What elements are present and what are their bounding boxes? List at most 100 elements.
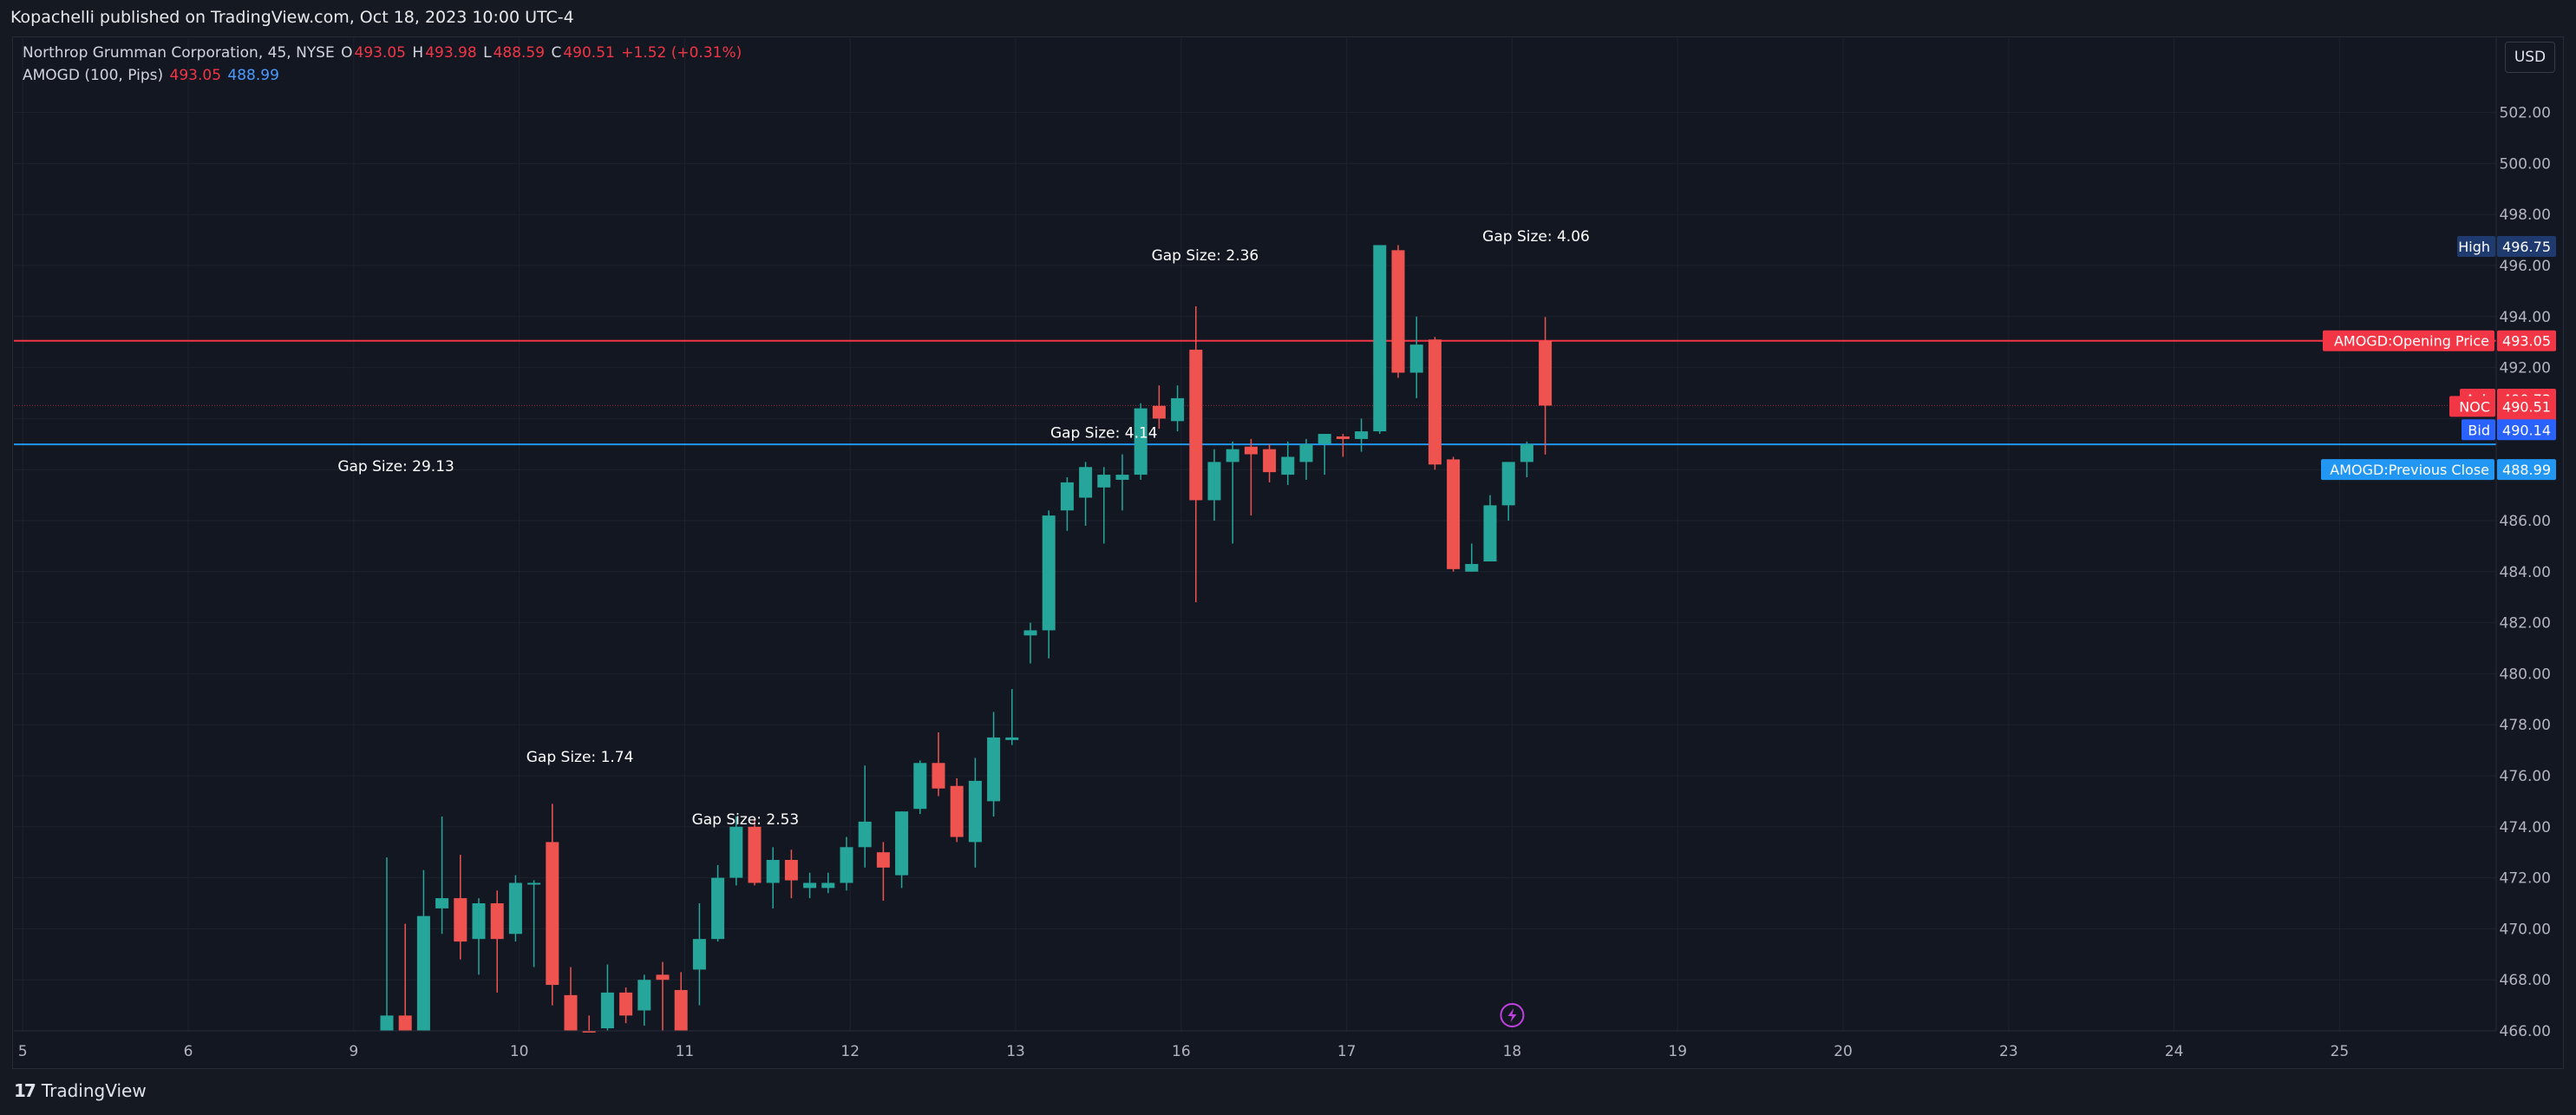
low-value: 488.59 bbox=[493, 44, 546, 62]
candle bbox=[821, 872, 835, 894]
candle bbox=[600, 964, 614, 1031]
candle-body bbox=[1465, 563, 1479, 572]
candle-body bbox=[766, 860, 780, 883]
previous-close-tag-value: 488.99 bbox=[2502, 462, 2551, 478]
price-axis[interactable]: 466.00 468.00 470.00 472.00 474.00 476.00 478.… bbox=[2495, 38, 2551, 1040]
candle-body bbox=[748, 826, 762, 883]
candle bbox=[1447, 456, 1461, 572]
time-tick-label: 24 bbox=[2165, 1043, 2184, 1060]
candle bbox=[398, 923, 412, 1031]
time-tick-label: 5 bbox=[18, 1043, 28, 1060]
price-tick-label: 480.00 bbox=[2500, 666, 2551, 683]
candle-body bbox=[472, 903, 486, 940]
candle bbox=[1355, 418, 1369, 452]
candle-body bbox=[1409, 344, 1423, 373]
price-tick-label: 470.00 bbox=[2500, 921, 2551, 938]
indicator-legend[interactable]: AMOGD (100, Pips) 493.05 488.99 bbox=[23, 67, 281, 84]
bid-tag-value: 490.14 bbox=[2502, 422, 2551, 438]
event-marker-icon[interactable] bbox=[1500, 1003, 1525, 1027]
candle-body bbox=[1152, 405, 1166, 419]
price-tick-label: 474.00 bbox=[2500, 819, 2551, 836]
candle bbox=[913, 760, 927, 815]
candle-body bbox=[1079, 467, 1093, 498]
candle bbox=[416, 869, 430, 1031]
candle bbox=[1336, 434, 1350, 457]
time-tick-label: 25 bbox=[2331, 1043, 2350, 1060]
candle bbox=[435, 817, 449, 935]
candle-body bbox=[582, 1031, 596, 1033]
bid-tag-label-bg bbox=[2462, 419, 2495, 441]
candle bbox=[895, 811, 909, 889]
candle-body bbox=[1373, 245, 1387, 432]
candle bbox=[1115, 454, 1129, 511]
candle-body bbox=[1115, 475, 1129, 480]
close-value: 490.51 bbox=[563, 44, 615, 62]
indicator-title: AMOGD (100, Pips) bbox=[23, 67, 164, 84]
candle bbox=[711, 864, 725, 942]
candle-body bbox=[435, 898, 449, 908]
candle bbox=[968, 758, 982, 868]
time-tick-label: 20 bbox=[1834, 1043, 1853, 1060]
candle-body bbox=[380, 1015, 394, 1031]
opening-price-tag-value: 493.05 bbox=[2502, 333, 2551, 350]
candle bbox=[380, 857, 394, 1031]
change-value: +1.52 (+0.31%) bbox=[621, 44, 742, 62]
candle-body bbox=[692, 939, 706, 970]
candle-body bbox=[674, 989, 688, 1031]
candle bbox=[858, 765, 872, 868]
time-tick-label: 19 bbox=[1668, 1043, 1687, 1060]
candle-body bbox=[1060, 482, 1074, 511]
time-tick-label: 11 bbox=[676, 1043, 695, 1060]
candle bbox=[1501, 462, 1515, 521]
candle bbox=[619, 987, 633, 1024]
candle-body bbox=[1005, 737, 1019, 740]
candle bbox=[1134, 403, 1147, 480]
candle bbox=[1465, 543, 1479, 572]
candle bbox=[1244, 438, 1258, 516]
tradingview-logo-icon: 17 bbox=[14, 1080, 36, 1101]
candle bbox=[527, 880, 541, 967]
price-tick-label: 478.00 bbox=[2500, 717, 2551, 734]
tradingview-logo[interactable]: 17 TradingView bbox=[14, 1080, 147, 1101]
candle-body bbox=[1207, 462, 1221, 501]
candle-body bbox=[858, 821, 872, 848]
candle-body bbox=[1171, 397, 1185, 422]
candle bbox=[1391, 245, 1405, 378]
time-tick-label: 23 bbox=[1999, 1043, 2018, 1060]
time-tick-label: 10 bbox=[510, 1043, 529, 1060]
candle-body bbox=[895, 811, 909, 876]
candle bbox=[546, 803, 559, 1006]
candle-body bbox=[1336, 436, 1350, 439]
gap-size-label: Gap Size: 4.14 bbox=[1050, 425, 1158, 443]
candle-body bbox=[1134, 408, 1147, 476]
gap-size-label: Gap Size: 29.13 bbox=[337, 458, 454, 476]
chart-panel[interactable] bbox=[12, 36, 2564, 1069]
previous-close-tag-label-bg bbox=[2321, 459, 2494, 481]
indicator-prev-close-value: 488.99 bbox=[227, 67, 279, 84]
currency-button[interactable]: USD bbox=[2505, 42, 2555, 73]
brand-name: TradingView bbox=[41, 1080, 147, 1101]
candle bbox=[674, 972, 688, 1031]
candle bbox=[1317, 434, 1331, 476]
candle bbox=[876, 842, 890, 902]
candle bbox=[784, 849, 798, 899]
candle-body bbox=[1391, 250, 1405, 373]
candle bbox=[766, 847, 780, 908]
open-label: O bbox=[341, 44, 353, 62]
candle bbox=[1189, 306, 1203, 603]
candle-body bbox=[637, 980, 651, 1011]
price-tick-label: 496.00 bbox=[2500, 258, 2551, 275]
candle-body bbox=[564, 994, 578, 1031]
candle bbox=[582, 1015, 596, 1033]
lightning-icon bbox=[1507, 1008, 1517, 1022]
symbol-legend[interactable]: Northrop Grumman Corporation, 45, NYSE O… bbox=[23, 44, 743, 62]
noc-tag-value: 490.51 bbox=[2502, 398, 2551, 415]
candle-body bbox=[729, 826, 743, 878]
candle-body bbox=[1355, 431, 1369, 439]
previous-close-tag-label: AMOGD:Previous Close bbox=[2330, 462, 2489, 478]
bid-tag-label: Bid bbox=[2468, 422, 2490, 438]
gap-size-label: Gap Size: 2.53 bbox=[692, 811, 800, 829]
time-axis[interactable]: 5 6 9 10 11 12 13 16 17 18 19 20 23 24 25 bbox=[14, 1030, 2496, 1060]
